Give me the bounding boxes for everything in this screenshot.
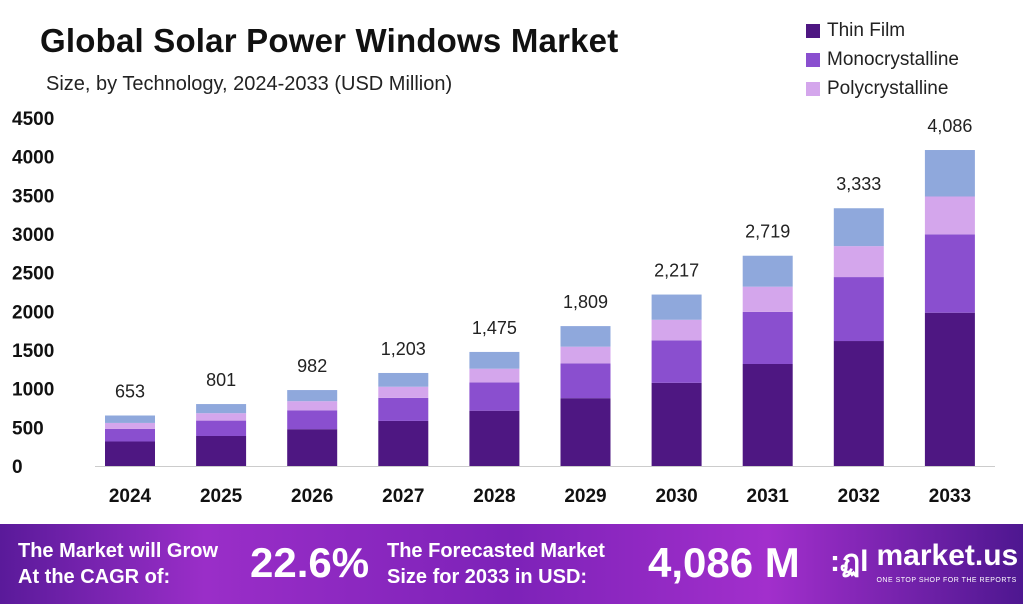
legend-label: Monocrystalline bbox=[827, 48, 959, 70]
total-data-label: 1,203 bbox=[381, 339, 426, 359]
bar-segment-thin-film bbox=[287, 429, 338, 466]
bar-segment-polycrystalline bbox=[196, 413, 247, 421]
legend-swatch bbox=[806, 23, 820, 38]
total-data-label: 3,333 bbox=[836, 174, 881, 194]
y-tick-label: 4500 bbox=[12, 109, 54, 130]
footer-banner: The Market will Grow At the CAGR of: 22.… bbox=[0, 524, 1023, 604]
bar-segment-monocrystalline bbox=[196, 420, 247, 436]
chart-title: Global Solar Power Windows Market bbox=[40, 22, 619, 59]
bar-segment-series-4 bbox=[469, 351, 520, 369]
total-data-label: 1,809 bbox=[563, 292, 608, 312]
bar-segment-polycrystalline bbox=[469, 368, 520, 383]
total-data-label: 1,475 bbox=[472, 318, 517, 338]
bar-segment-polycrystalline bbox=[378, 386, 429, 398]
bar-segment-thin-film bbox=[651, 382, 702, 466]
bar-segment-monocrystalline bbox=[560, 363, 611, 399]
total-data-label: 982 bbox=[297, 356, 327, 376]
bar-segment-polycrystalline bbox=[560, 346, 611, 364]
y-tick-label: 0 bbox=[12, 457, 23, 478]
bar-chart: 0 500 1000 1500 2000 2500 3000 3500 4000 4500 653 2… bbox=[12, 109, 995, 507]
legend-swatch bbox=[806, 81, 820, 96]
bar-segment-monocrystalline bbox=[651, 340, 702, 383]
legend-swatch bbox=[806, 52, 820, 67]
legend: Thin Film Monocrystalline Polycrystallin… bbox=[806, 16, 959, 103]
cagr-label: The Market will Grow At the CAGR of: bbox=[18, 538, 218, 590]
total-data-label: 801 bbox=[206, 370, 236, 390]
legend-label: Thin Film bbox=[827, 19, 906, 41]
cagr-label-line-2: At the CAGR of: bbox=[18, 566, 171, 588]
bar-segment-series-4 bbox=[196, 404, 247, 414]
bar-segment-thin-film bbox=[378, 420, 429, 466]
bar-segment-thin-film bbox=[105, 441, 155, 466]
y-tick-label: 500 bbox=[12, 418, 44, 439]
bar-segment-series-4 bbox=[560, 326, 611, 347]
total-data-label: 4,086 bbox=[927, 116, 972, 136]
total-data-label: 2,719 bbox=[745, 222, 790, 242]
x-tick-label: 2026 bbox=[291, 486, 333, 507]
legend-item-polycrystalline: Polycrystalline bbox=[806, 74, 959, 103]
cagr-label-line-1: The Market will Grow bbox=[18, 540, 219, 562]
y-tick-label: 2500 bbox=[12, 264, 54, 285]
logo-name: market.us bbox=[876, 539, 1019, 572]
market-us-logo: :ฏl market.us ONE STOP SHOP FOR THE REPO… bbox=[830, 538, 1018, 586]
x-tick-label: 2029 bbox=[564, 486, 606, 507]
bar-segment-monocrystalline bbox=[742, 311, 793, 364]
y-tick-label: 3500 bbox=[12, 186, 54, 207]
logo-tagline: ONE STOP SHOP FOR THE REPORTS bbox=[876, 577, 1017, 584]
legend-item-monocrystalline: Monocrystalline bbox=[806, 45, 959, 74]
bar-segment-polycrystalline bbox=[833, 246, 884, 278]
x-tick-label: 2030 bbox=[655, 486, 697, 507]
bar-segment-polycrystalline bbox=[287, 401, 338, 411]
bar-segment-polycrystalline bbox=[651, 319, 702, 341]
y-tick-label: 1500 bbox=[12, 341, 54, 362]
x-tick-label: 2032 bbox=[838, 486, 880, 507]
x-tick-label: 2025 bbox=[200, 486, 243, 507]
x-tick-label: 2024 bbox=[109, 486, 152, 507]
bar-segment-thin-film bbox=[560, 398, 611, 466]
y-tick-label: 3000 bbox=[12, 225, 54, 246]
x-tick-label: 2027 bbox=[382, 486, 424, 507]
bar-segment-polycrystalline bbox=[924, 196, 975, 235]
y-tick-label: 1000 bbox=[12, 380, 54, 401]
y-tick-label: 2000 bbox=[12, 302, 54, 323]
legend-item-thin-film: Thin Film bbox=[806, 16, 959, 45]
bar-segment-monocrystalline bbox=[469, 382, 520, 411]
legend-label: Polycrystalline bbox=[827, 77, 949, 99]
bar-segment-polycrystalline bbox=[105, 422, 155, 429]
total-data-label: 653 bbox=[115, 382, 145, 402]
chart-subtitle: Size, by Technology, 2024-2033 (USD Mill… bbox=[46, 73, 453, 95]
bar-segment-thin-film bbox=[742, 363, 793, 466]
bar-segment-series-4 bbox=[378, 372, 429, 387]
bar-segment-thin-film bbox=[924, 312, 975, 466]
x-tick-label: 2031 bbox=[747, 486, 790, 507]
total-data-label: 2,217 bbox=[654, 261, 699, 281]
bar-segment-polycrystalline bbox=[742, 286, 793, 312]
bar-segment-series-4 bbox=[105, 415, 155, 423]
bar-segment-thin-film bbox=[196, 435, 247, 466]
bar-segment-monocrystalline bbox=[287, 410, 338, 430]
x-tick-label: 2028 bbox=[473, 486, 515, 507]
logo-text: market.us ONE STOP SHOP FOR THE REPORTS bbox=[876, 538, 1018, 586]
x-tick-label: 2033 bbox=[929, 486, 971, 507]
forecast-label-line-2: Size for 2033 in USD: bbox=[387, 566, 588, 588]
bar-segment-series-4 bbox=[287, 390, 338, 402]
forecast-label: The Forecasted Market Size for 2033 in U… bbox=[387, 538, 605, 590]
y-tick-label: 4000 bbox=[12, 148, 54, 169]
forecast-label-line-1: The Forecasted Market bbox=[387, 540, 605, 562]
bar-segment-series-4 bbox=[833, 208, 884, 247]
bar-segment-monocrystalline bbox=[105, 428, 155, 442]
bar-segment-thin-film bbox=[469, 410, 520, 466]
bar-segment-series-4 bbox=[742, 255, 793, 287]
bar-segment-monocrystalline bbox=[924, 234, 975, 313]
bar-segment-monocrystalline bbox=[378, 397, 429, 421]
bar-segment-monocrystalline bbox=[833, 277, 884, 342]
forecast-value: 4,086 M bbox=[648, 539, 800, 586]
cagr-value: 22.6% bbox=[250, 539, 370, 586]
bar-segment-series-4 bbox=[924, 150, 975, 197]
bar-segment-thin-film bbox=[833, 341, 884, 466]
bar-segment-series-4 bbox=[651, 294, 702, 320]
logo-mark-icon: :ฏl bbox=[830, 545, 869, 578]
